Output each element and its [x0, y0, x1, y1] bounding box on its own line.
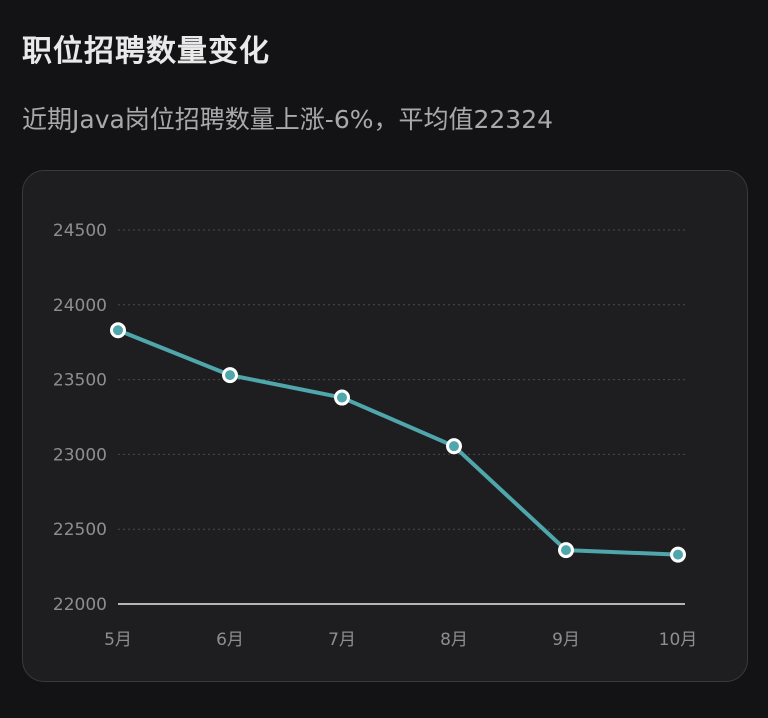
series-line — [116, 328, 680, 557]
page-subtitle: 近期Java岗位招聘数量上涨-6%，平均值22324 — [22, 105, 554, 134]
y-tick-label: 23000 — [53, 445, 107, 465]
page-title: 职位招聘数量变化 — [22, 34, 270, 69]
y-tick-label: 22000 — [53, 595, 107, 615]
data-point[interactable] — [670, 546, 686, 563]
data-point[interactable] — [110, 322, 126, 339]
y-axis-ticks: 22000 22500 23000 23500 24000 24500 — [53, 221, 107, 615]
data-point[interactable] — [334, 389, 350, 406]
x-tick-label: 10月 — [659, 630, 698, 650]
x-axis-ticks: 5月 6月 7月 8月 9月 10月 — [104, 630, 697, 650]
x-tick-label: 9月 — [552, 630, 580, 650]
y-tick-label: 23500 — [53, 371, 107, 391]
data-point[interactable] — [558, 542, 574, 559]
y-tick-label: 24500 — [53, 221, 107, 241]
data-point[interactable] — [222, 367, 238, 384]
x-tick-label: 7月 — [328, 630, 356, 650]
grid-lines — [118, 229, 685, 605]
y-tick-label: 24000 — [53, 296, 107, 316]
series-points — [110, 322, 686, 563]
x-tick-label: 6月 — [216, 630, 244, 650]
data-point[interactable] — [446, 438, 462, 455]
x-tick-label: 5月 — [104, 630, 132, 650]
y-tick-label: 22500 — [53, 520, 107, 540]
line-chart: 22000 22500 23000 23500 24000 24500 5月 6月 7月 8月 9… — [53, 221, 697, 650]
series-line-path — [116, 328, 680, 557]
chart-card: 22000 22500 23000 23500 24000 24500 5月 6月 7月 8月 9… — [22, 170, 748, 682]
x-tick-label: 8月 — [440, 630, 468, 650]
